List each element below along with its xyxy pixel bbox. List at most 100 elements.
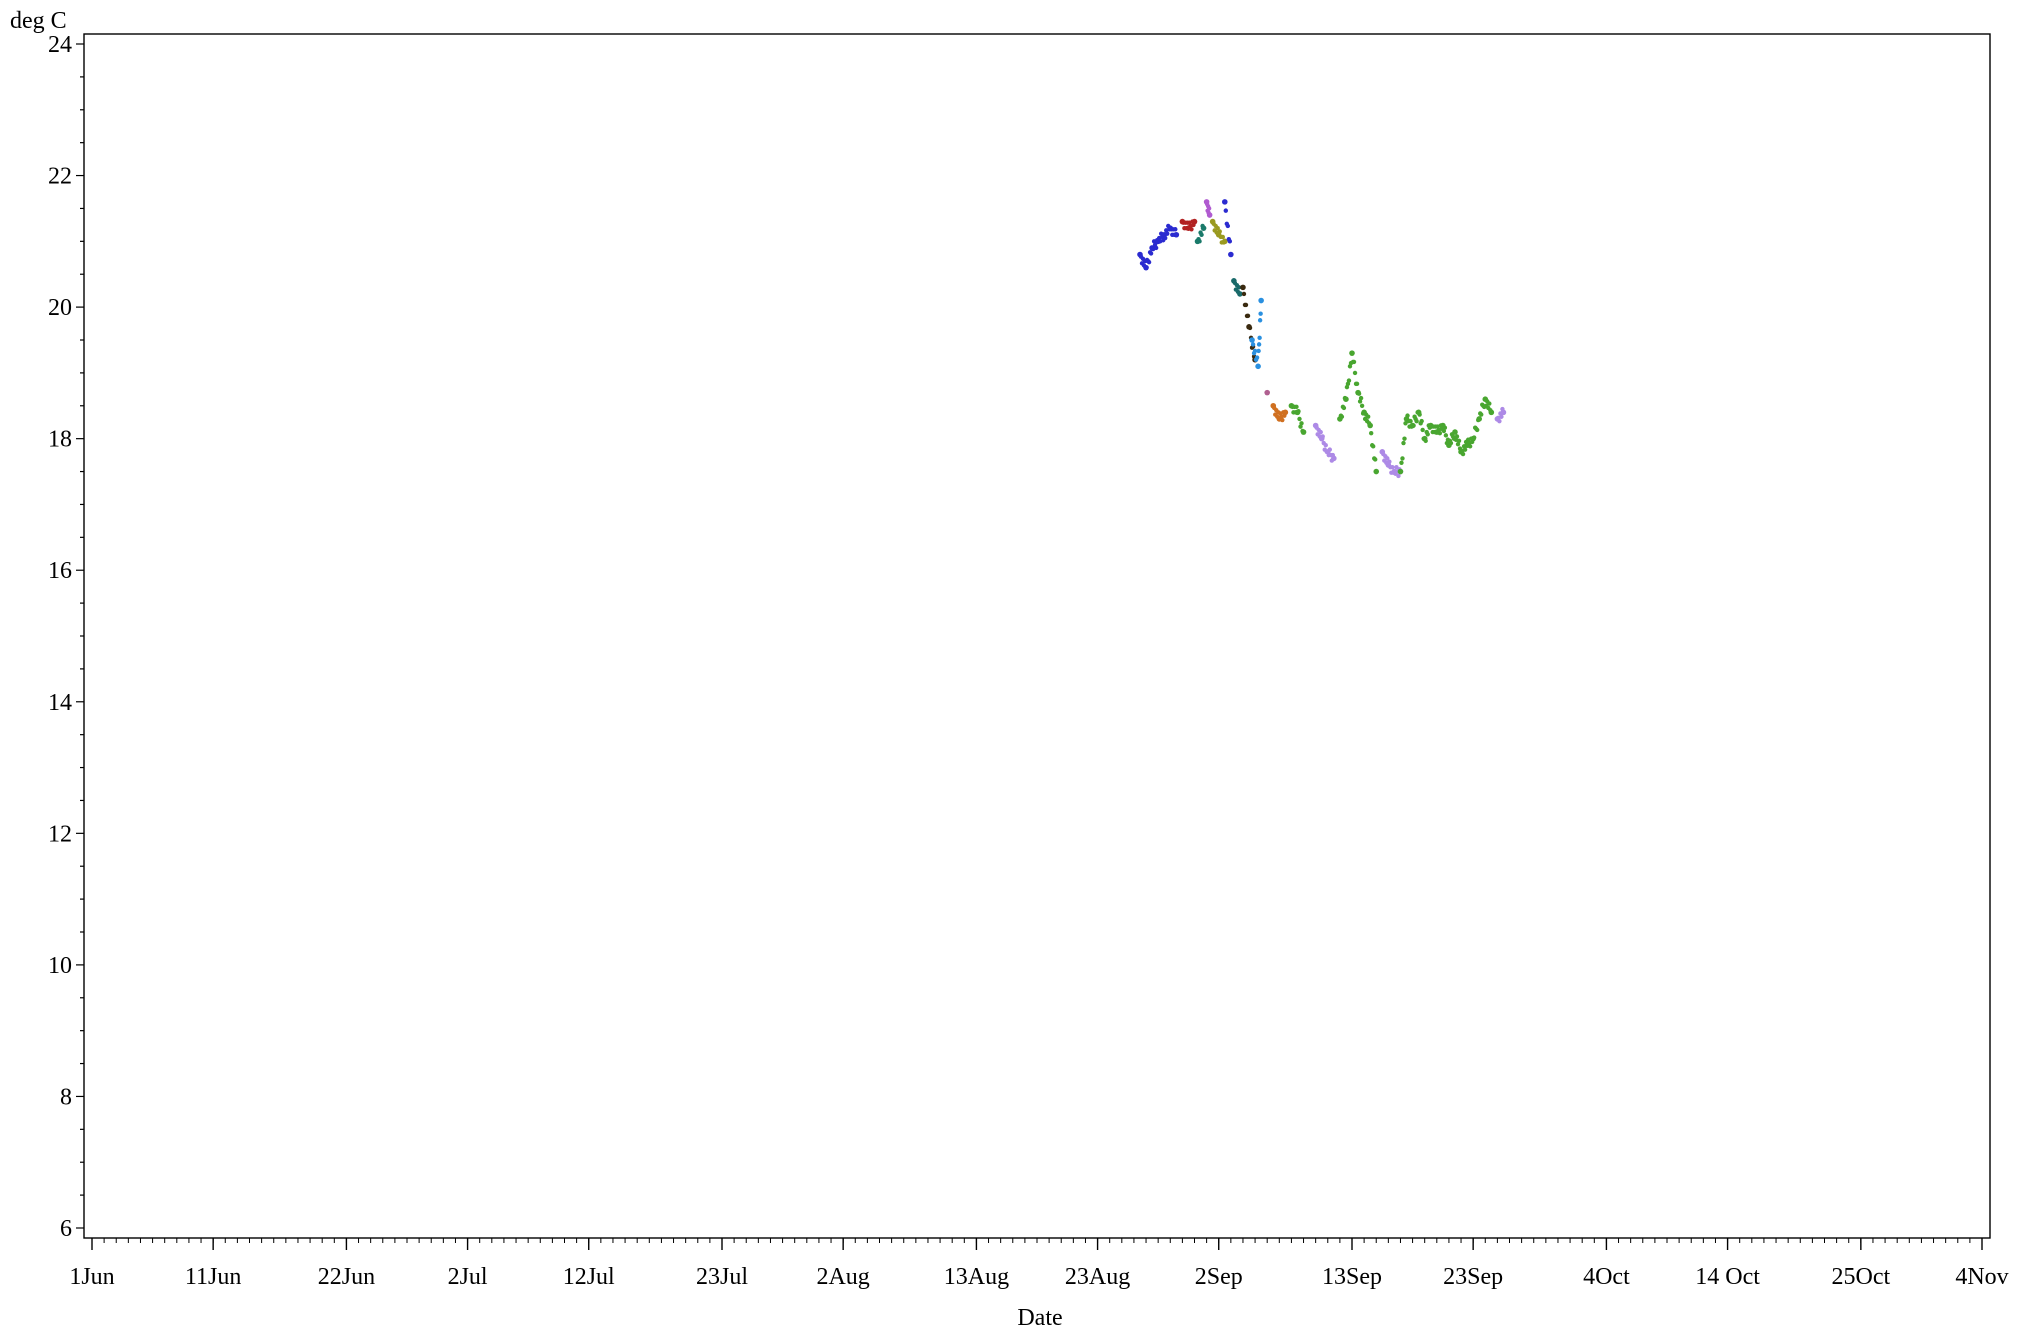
data-point (1143, 264, 1149, 271)
data-point (1220, 234, 1225, 240)
data-point (1400, 456, 1405, 461)
data-point (1368, 430, 1374, 436)
data-point (1352, 370, 1358, 376)
data-point (1148, 251, 1154, 256)
data-point (1351, 359, 1357, 365)
data-point (1280, 417, 1285, 423)
data-point (1471, 435, 1477, 440)
data-point (1460, 451, 1466, 457)
data-point (1354, 381, 1360, 387)
data-point (1250, 342, 1256, 347)
x-tick-label: 23Aug (1065, 1264, 1130, 1290)
data-point (1479, 412, 1484, 417)
data-point (1358, 395, 1364, 401)
data-point (1408, 418, 1413, 424)
data-point (1437, 431, 1443, 436)
x-tick-label: 2Sep (1195, 1264, 1243, 1290)
data-point (1255, 363, 1261, 370)
data-point (1300, 429, 1307, 435)
data-point (1236, 285, 1242, 290)
data-point (1487, 401, 1492, 406)
y-axis: 6 8 10 12 14 16 18 20 22 24 (48, 32, 84, 1242)
data-point (1373, 468, 1380, 475)
data-point (1397, 468, 1404, 475)
x-tick-label: 4Nov (1955, 1264, 2008, 1290)
data-point (1320, 434, 1325, 439)
y-tick-label: 8 (60, 1084, 72, 1110)
y-tick-label: 20 (48, 295, 72, 321)
data-point (1163, 235, 1168, 241)
data-point (1264, 389, 1270, 396)
x-tick-label: 23Jul (696, 1264, 748, 1290)
data-point (1346, 378, 1352, 383)
data-point (1256, 348, 1261, 354)
data-point (1258, 311, 1263, 316)
data-point (1474, 427, 1480, 433)
data-point (1403, 421, 1408, 426)
x-tick-label: 2Aug (816, 1264, 869, 1290)
y-tick-label: 24 (48, 32, 72, 58)
y-tick-label: 10 (48, 953, 72, 979)
data-point (1414, 418, 1419, 424)
data-point (1243, 302, 1249, 308)
x-axis: 1Jun 11Jun 22Jun 2Jul 12Jul 23Jul 2Aug 13Aug 23A… (69, 1238, 2009, 1290)
data-point (1221, 199, 1228, 205)
data-point (1200, 225, 1207, 231)
data-point (1228, 251, 1234, 258)
data-point (1237, 291, 1243, 297)
data-point (1241, 291, 1247, 297)
data-point (1488, 409, 1495, 416)
data-point (1419, 418, 1424, 424)
data-point (1249, 337, 1255, 343)
data-point (1394, 464, 1399, 470)
data-point (1359, 403, 1365, 408)
data-point (1455, 441, 1461, 447)
data-point (1323, 443, 1328, 448)
data-point (1411, 423, 1416, 428)
data-point (1257, 335, 1262, 341)
data-point (1318, 429, 1323, 435)
data-point (1257, 318, 1263, 323)
x-tick-label: 1Jun (69, 1264, 114, 1290)
x-tick-label: 12Jul (563, 1264, 615, 1290)
y-tick-label: 16 (48, 558, 72, 584)
x-tick-label: 14 Oct (1695, 1264, 1760, 1290)
data-point (1441, 428, 1447, 434)
data-point (1373, 457, 1378, 462)
data-point (1442, 425, 1448, 430)
data-point (1371, 444, 1376, 449)
data-point (1221, 238, 1228, 245)
y-tick-label: 22 (48, 164, 72, 190)
data-point (1343, 396, 1349, 403)
data-point (1173, 227, 1178, 232)
plot-frame (83, 33, 1991, 1239)
data-point (1405, 413, 1410, 418)
data-point (1153, 245, 1159, 251)
x-tick-label: 23Sep (1443, 1264, 1503, 1290)
data-point (1425, 432, 1430, 437)
data-point (1387, 459, 1392, 464)
data-point (1282, 409, 1289, 416)
data-point (1367, 422, 1373, 429)
data-point (1327, 447, 1332, 452)
data-point (1499, 414, 1504, 419)
data-point (1356, 391, 1362, 396)
x-tick-label: 4Oct (1583, 1264, 1630, 1290)
data-point (1448, 440, 1454, 446)
data-point (1197, 239, 1202, 244)
data-point (1217, 229, 1222, 234)
data-point (1254, 355, 1260, 360)
y-tick-label: 6 (60, 1216, 72, 1242)
data-point (1365, 414, 1371, 419)
data-point (1206, 212, 1213, 218)
data-point (1423, 438, 1428, 444)
data-point (1215, 225, 1220, 231)
data-point (1399, 460, 1404, 465)
data-point (1256, 342, 1262, 347)
data-point (1401, 440, 1406, 446)
data-point (1443, 433, 1449, 438)
data-point (1206, 206, 1212, 211)
data-point (1349, 350, 1355, 356)
data-point (1296, 409, 1301, 414)
